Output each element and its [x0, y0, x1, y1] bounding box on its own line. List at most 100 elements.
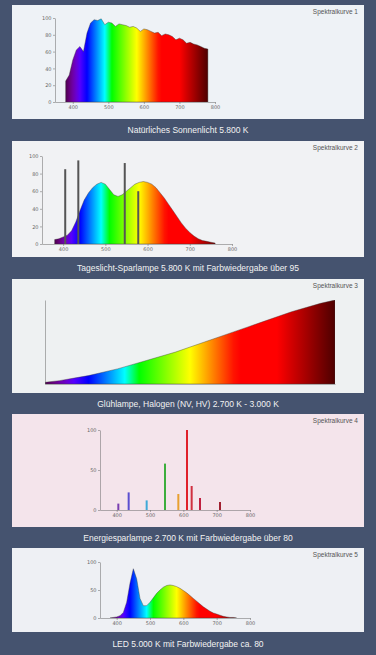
y-axis: 0 50 100 [87, 427, 101, 513]
spectrum-area [110, 569, 237, 618]
tick: 600 [179, 618, 189, 626]
tick-label: 800 [246, 512, 256, 518]
tick: 400 [69, 102, 79, 110]
tick-mark [53, 102, 55, 103]
tick-label: 800 [246, 620, 256, 626]
tick: 0 [93, 615, 100, 621]
y-axis: 0 20 40 60 80 100 [29, 153, 43, 247]
tick-label: 500 [146, 512, 156, 518]
tick-mark [98, 470, 100, 471]
axis-line [101, 510, 251, 511]
tick: 100 [87, 559, 100, 565]
x-axis: 400 500 600 700 800 [56, 102, 221, 110]
tick: 700 [175, 102, 185, 110]
tick-label: 400 [112, 620, 122, 626]
axis-line [55, 19, 56, 103]
tick: 800 [246, 510, 256, 518]
tick: 800 [211, 102, 221, 110]
axis-line [43, 244, 233, 245]
tick-label: 80 [45, 32, 51, 38]
tick: 700 [212, 618, 222, 626]
tick: 50 [90, 467, 100, 473]
caption: Natürliches Sonnenlicht 5.800 K [128, 125, 249, 135]
chart-label: Spektralkurve 2 [313, 144, 359, 152]
caption: Glühlampe, Halogen (NV, HV) 2.700 K - 3.… [97, 399, 279, 409]
tick-label: 0 [48, 99, 51, 105]
tick: 100 [42, 15, 55, 21]
tick: 0 [48, 99, 55, 105]
panel [12, 141, 364, 257]
marks [45, 300, 335, 384]
tick-mark [53, 68, 55, 69]
spectral-line [186, 430, 188, 510]
tick: 600 [179, 510, 189, 518]
tick-label: 0 [93, 507, 96, 513]
panel [12, 5, 364, 119]
axis-line [45, 301, 46, 385]
spectral-line [191, 486, 193, 510]
tick-label: 600 [179, 512, 189, 518]
spectral-line [64, 169, 66, 244]
tick-mark [40, 209, 42, 210]
tick-label: 500 [146, 620, 156, 626]
tick-label: 80 [32, 171, 38, 177]
tick: 50 [90, 587, 100, 593]
tick: 40 [45, 66, 55, 72]
tick-label: 400 [69, 104, 79, 110]
tick-label: 100 [42, 15, 52, 21]
tick-label: 800 [228, 246, 238, 252]
tick: 60 [32, 188, 42, 194]
tick-mark [40, 191, 42, 192]
panel [12, 414, 364, 527]
tick-mark [53, 18, 55, 19]
tick: 800 [228, 244, 238, 252]
chart-label: Spektralkurve 5 [313, 551, 359, 559]
x-axis [46, 384, 336, 385]
marks [66, 19, 208, 102]
tick: 40 [32, 206, 42, 212]
tick-label: 40 [32, 206, 38, 212]
spectral-line [146, 500, 148, 510]
tick: 600 [140, 102, 150, 110]
tick-label: 0 [35, 241, 38, 247]
tick-mark [98, 430, 100, 431]
spectral-line [219, 502, 221, 510]
tick-label: 800 [211, 104, 221, 110]
tick: 400 [112, 510, 122, 518]
tick: 100 [87, 427, 100, 433]
x-axis: 400 500 600 700 800 [101, 510, 256, 518]
tick-mark [53, 85, 55, 86]
x-axis: 400500600700800 [43, 244, 238, 252]
spectral-line [137, 191, 139, 244]
figure: 400500600700800020406080100Spektralkurve… [0, 0, 376, 655]
tick-label: 700 [212, 512, 222, 518]
tick-mark [98, 562, 100, 563]
axis-line [56, 102, 216, 103]
chart-panel: 400 500 600 700 800 0 50 100 Spektralkurve 5 LED … [12, 548, 364, 649]
tick-label: 100 [29, 153, 39, 159]
tick: 700 [212, 510, 222, 518]
root: 400500600700800020406080100Spektralkurve… [0, 0, 376, 655]
tick: 20 [32, 224, 42, 230]
tick: 400 [59, 244, 69, 252]
y-axis [45, 301, 46, 385]
tick: 0 [93, 507, 100, 513]
tick-label: 50 [90, 467, 96, 473]
tick-mark [98, 510, 100, 511]
tick-label: 60 [32, 188, 38, 194]
tick: 400 [112, 618, 122, 626]
panel [12, 279, 364, 393]
tick-label: 400 [112, 512, 122, 518]
tick: 500 [104, 102, 114, 110]
panel [12, 548, 364, 632]
tick: 500 [146, 510, 156, 518]
background [0, 0, 376, 655]
spectral-line [164, 464, 166, 510]
y-axis: 0 50 100 [87, 559, 101, 621]
tick-label: 600 [140, 104, 150, 110]
caption: LED 5.000 K mit Farbwiedergabe ca. 80 [112, 639, 263, 649]
tick: 100 [29, 153, 42, 159]
tick: 800 [246, 618, 256, 626]
spectral-line [117, 504, 119, 510]
marks [110, 569, 237, 618]
